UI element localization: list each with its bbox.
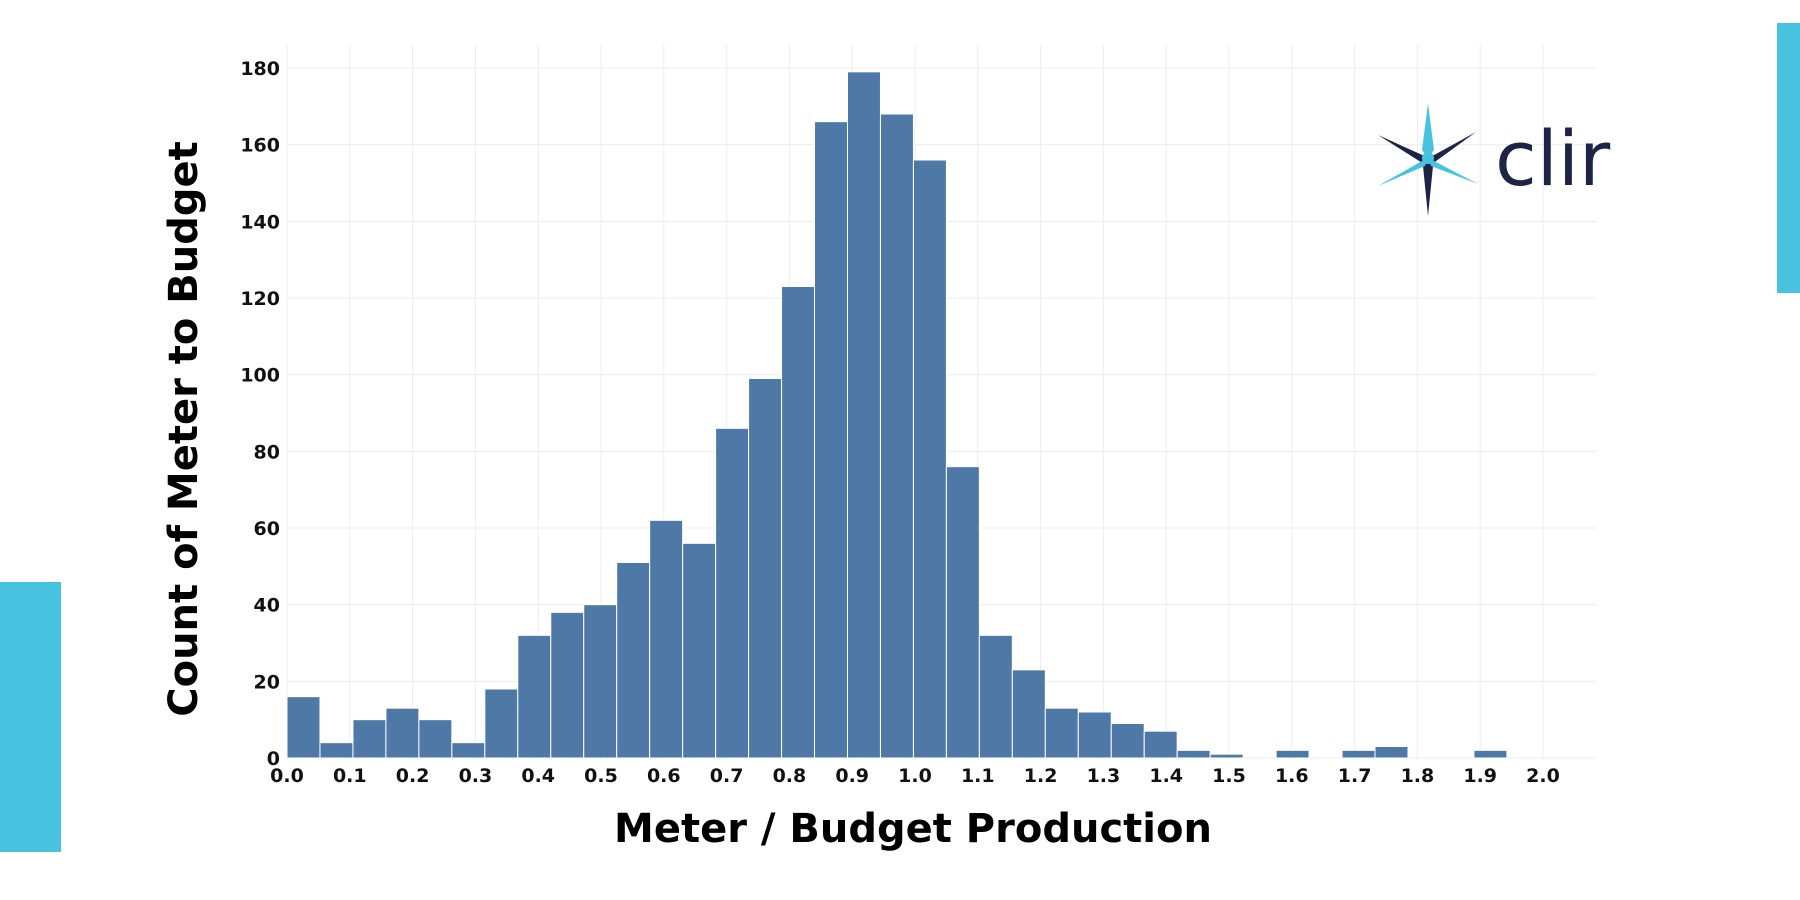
clir-logo: clir — [1378, 103, 1611, 216]
histogram-bar — [550, 611, 585, 759]
histogram-bar — [912, 159, 947, 759]
y-tick-label: 80 — [254, 441, 280, 463]
histogram-bar — [1275, 749, 1310, 759]
y-tick-label: 20 — [254, 671, 280, 693]
x-tick-label: 2.0 — [1526, 765, 1560, 787]
histogram-bar — [846, 71, 881, 759]
histogram-bar — [715, 427, 750, 759]
histogram-bar — [748, 378, 783, 759]
histogram-bar — [418, 719, 453, 759]
x-tick-label: 1.2 — [1024, 765, 1058, 787]
y-axis-title: Count of Meter to Budget — [161, 141, 207, 717]
x-axis-ticks: 0.0 0.1 0.2 0.3 0.4 0.5 0.6 0.7 0.8 0.9 1.0 1.1 1.2 1… — [270, 765, 1560, 787]
histogram-bar — [352, 719, 387, 759]
logo-text: clir — [1495, 114, 1611, 203]
histogram-bar — [1110, 723, 1145, 759]
y-tick-label: 120 — [240, 288, 280, 310]
histogram-bar — [814, 121, 848, 759]
y-tick-label: 60 — [254, 518, 280, 540]
histogram-bar — [616, 562, 651, 759]
accent-bar-left — [0, 582, 61, 852]
histogram-bar — [945, 466, 980, 759]
histogram-bar — [978, 634, 1013, 759]
histogram-bar — [1044, 707, 1079, 759]
y-tick-label: 0 — [267, 748, 280, 770]
x-tick-label: 1.9 — [1463, 765, 1497, 787]
x-tick-label: 0.5 — [584, 765, 618, 787]
turbine-star-icon — [1378, 103, 1478, 216]
histogram-bar — [517, 634, 552, 759]
x-axis-title: Meter / Budget Production — [614, 806, 1212, 852]
histogram-bar — [451, 742, 486, 759]
histogram-bar — [682, 542, 717, 759]
y-tick-label: 180 — [240, 58, 280, 80]
histogram-bar — [1176, 749, 1211, 759]
histogram-bar — [1374, 746, 1409, 759]
x-tick-label: 0.3 — [459, 765, 493, 787]
histogram-bar — [583, 604, 618, 759]
x-tick-label: 0.7 — [710, 765, 744, 787]
x-tick-label: 1.8 — [1401, 765, 1435, 787]
x-tick-label: 1.0 — [898, 765, 932, 787]
x-tick-label: 0.9 — [835, 765, 869, 787]
histogram-bar — [1341, 749, 1376, 759]
x-tick-label: 1.1 — [961, 765, 995, 787]
x-tick-label: 0.8 — [773, 765, 807, 787]
histogram-bar — [1143, 730, 1178, 759]
x-tick-label: 1.5 — [1212, 765, 1246, 787]
histogram-bar — [1077, 711, 1112, 759]
x-tick-label: 0.0 — [270, 765, 304, 787]
histogram-bar — [484, 688, 519, 759]
x-tick-label: 1.3 — [1087, 765, 1121, 787]
histogram-bar — [319, 742, 354, 759]
histogram-bar — [385, 707, 420, 759]
histogram-bar — [286, 696, 321, 759]
y-axis-ticks: 0 20 40 60 80 100 120 140 160 180 — [240, 58, 280, 770]
x-tick-label: 0.6 — [647, 765, 681, 787]
y-tick-label: 40 — [254, 595, 280, 617]
histogram-bar — [781, 286, 816, 759]
x-tick-label: 1.4 — [1149, 765, 1183, 787]
y-tick-label: 140 — [240, 211, 280, 233]
histogram-bar — [649, 519, 684, 759]
x-tick-label: 1.6 — [1275, 765, 1309, 787]
x-tick-label: 1.7 — [1338, 765, 1372, 787]
histogram-bar — [1011, 669, 1046, 759]
x-tick-label: 0.2 — [396, 765, 430, 787]
y-tick-label: 160 — [240, 135, 280, 157]
histogram-bar — [1473, 749, 1508, 759]
y-tick-label: 100 — [240, 365, 280, 387]
x-tick-label: 0.1 — [333, 765, 367, 787]
accent-bar-right — [1777, 23, 1800, 293]
histogram-bars — [286, 71, 1508, 759]
histogram-bar — [879, 113, 914, 759]
histogram-bar — [1209, 753, 1244, 759]
x-tick-label: 0.4 — [521, 765, 555, 787]
